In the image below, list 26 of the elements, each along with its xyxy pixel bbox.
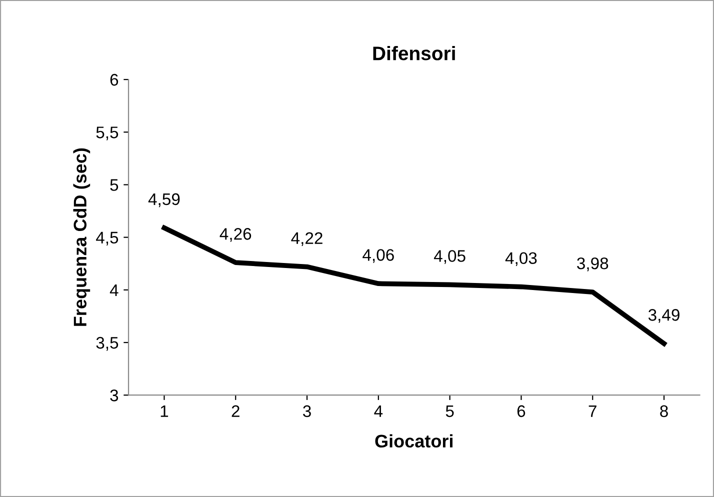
x-tick-label: 3 <box>303 405 311 418</box>
y-tick-label: 3,5 <box>96 336 118 351</box>
x-tick-label: 8 <box>660 405 668 418</box>
y-tick-label: 6 <box>110 74 118 86</box>
x-axis-title: Giocatori <box>375 434 452 448</box>
x-tick-label: 2 <box>232 405 240 417</box>
data-label: 3,49 <box>648 309 680 323</box>
x-tick-label: 7 <box>588 405 596 417</box>
data-label: 4,03 <box>505 252 537 266</box>
y-tick-label: 5,5 <box>96 126 118 140</box>
chart-title: Difensori <box>373 46 455 60</box>
data-label: 4,26 <box>220 228 252 242</box>
data-label: 4,06 <box>362 249 394 263</box>
data-label: 3,98 <box>577 257 608 272</box>
x-tick-label: 1 <box>160 405 168 417</box>
y-tick-label: 4,5 <box>96 232 118 246</box>
x-tick-label: 6 <box>517 405 526 418</box>
data-label: 4,05 <box>434 250 466 264</box>
y-tick-label: 5 <box>110 179 118 191</box>
y-tick-label: 3 <box>110 390 118 402</box>
x-tick-label: 4 <box>374 405 383 417</box>
data-label: 4,22 <box>291 232 322 246</box>
y-tick-label: 4 <box>110 284 118 296</box>
x-tick-label: 5 <box>446 405 454 418</box>
y-axis-title: Frequenza CdD (sec) <box>73 148 90 326</box>
data-label: 4,59 <box>148 193 180 208</box>
